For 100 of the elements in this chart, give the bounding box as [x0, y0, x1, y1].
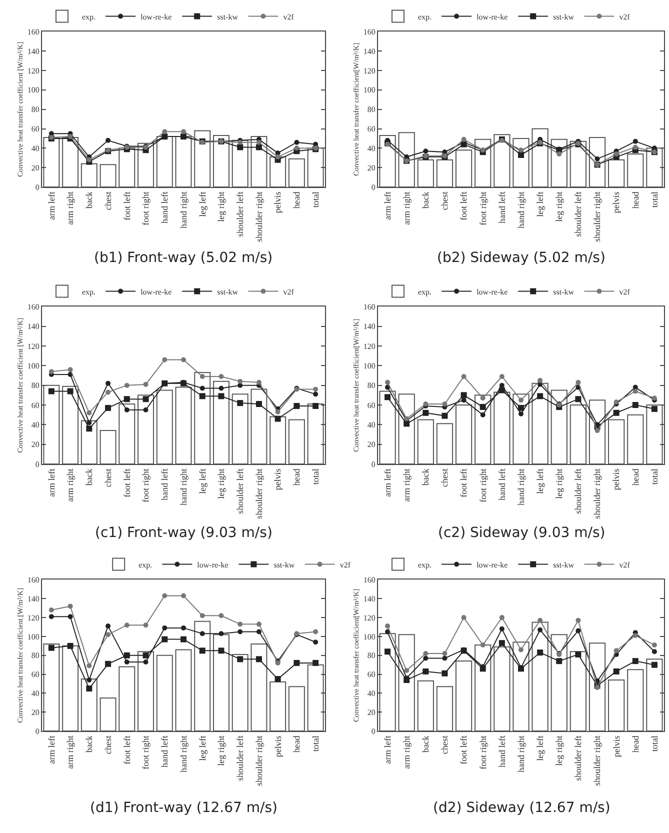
point [238, 622, 243, 627]
point [218, 631, 224, 636]
point [480, 404, 486, 410]
bar [379, 633, 396, 732]
point [86, 410, 92, 416]
point [106, 138, 111, 143]
point [181, 129, 186, 134]
point [274, 676, 281, 682]
point [143, 660, 148, 664]
bar [494, 392, 510, 464]
x-tick-label: leg right [554, 735, 564, 766]
point [518, 152, 524, 158]
x-tick-label: arm right [65, 735, 76, 769]
point [498, 387, 505, 394]
y-tick-label: 140 [27, 46, 40, 56]
y-tick-label: 20 [31, 440, 40, 450]
bar [138, 394, 154, 464]
point [124, 382, 130, 388]
x-tick-label: head [630, 468, 640, 486]
point [124, 652, 130, 658]
x-tick-label: arm left [46, 191, 56, 220]
x-tick-label: shoulder right [592, 191, 602, 242]
point [106, 380, 111, 386]
x-tick-label: shoulder right [592, 735, 602, 786]
point [218, 613, 224, 618]
y-tick-label: 60 [31, 124, 40, 134]
x-tick-label: leg right [216, 191, 226, 222]
x-tick-label: shoulder left [573, 468, 584, 514]
point [575, 651, 582, 658]
text: (b2) Sideway (5.02 m/s) [437, 250, 606, 266]
point [218, 648, 224, 654]
text: (d1) Front-way (12.67 m/s) [90, 800, 278, 816]
point [576, 618, 581, 623]
x-tick-label: back [420, 468, 431, 486]
point [461, 374, 466, 379]
bar [417, 680, 434, 732]
point [385, 380, 390, 385]
legend-label: v2f [283, 12, 294, 22]
point [162, 593, 168, 598]
y-tick-label: 100 [27, 361, 40, 370]
x-tick-label: pelvis [272, 735, 283, 758]
text: (c1) Front-way (9.03 m/s) [95, 525, 272, 541]
x-tick-label: pelvis [272, 468, 283, 490]
x-tick-label: hand left [160, 191, 170, 224]
y-tick-label: 160 [363, 302, 376, 312]
point [652, 642, 657, 648]
x-tick-label: pelvis [611, 468, 622, 490]
x-tick-label: shoulder left [573, 191, 584, 237]
point [480, 642, 486, 648]
point [651, 406, 658, 412]
y-tick-label: 60 [367, 400, 376, 410]
bar [118, 148, 136, 187]
x-tick-label: arm left [382, 468, 392, 497]
bar [118, 404, 136, 464]
x-tick-label: chest [102, 191, 113, 210]
point [480, 666, 486, 672]
bar [570, 404, 587, 464]
x-tick-label: foot right [478, 468, 488, 502]
point [218, 393, 224, 400]
point [106, 632, 111, 638]
legend-label: low-re-ke [197, 560, 229, 570]
bar [156, 654, 173, 732]
point [632, 388, 638, 394]
y-tick-label: 40 [31, 689, 40, 698]
point [105, 404, 112, 411]
bar [494, 646, 510, 732]
point [632, 138, 638, 144]
y-tick-label: 160 [27, 27, 40, 36]
bar [213, 634, 230, 732]
point [256, 380, 262, 385]
y-tick-label: 0 [35, 460, 40, 469]
point [237, 656, 244, 662]
point [461, 615, 466, 620]
y-tick-label: 40 [31, 144, 40, 153]
point [498, 640, 505, 646]
x-tick-label: pelvis [611, 735, 622, 758]
y-tick-label: 160 [363, 27, 376, 36]
y-tick-label: 80 [367, 651, 376, 660]
point [105, 660, 112, 667]
legend-label: exp. [418, 12, 432, 22]
point [200, 613, 205, 618]
bar [194, 130, 211, 187]
x-tick-label: shoulder right [254, 468, 264, 519]
point [86, 426, 92, 432]
point [313, 392, 318, 397]
point [181, 593, 186, 598]
bar [627, 414, 644, 464]
point [480, 412, 486, 418]
point [68, 604, 73, 609]
point [256, 629, 262, 634]
point [48, 388, 54, 394]
x-tick-label: head [630, 191, 640, 209]
y-tick-label: 20 [31, 708, 40, 717]
bar [100, 164, 116, 187]
bar [156, 136, 173, 187]
point [256, 622, 262, 627]
point [594, 428, 600, 434]
y-tick-label: 80 [31, 105, 40, 114]
bar [398, 634, 415, 732]
text: (c2) Sideway (9.03 m/s) [438, 525, 606, 541]
